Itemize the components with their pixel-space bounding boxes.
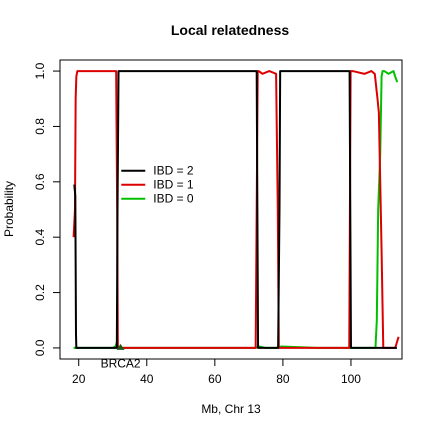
series-line-ibd-2 [73,70,397,349]
gene-annotation-label: BRCA2 [101,356,141,370]
y-tick-label: 0.8 [33,118,47,135]
x-tick-label: 40 [140,372,154,386]
chart-title: Local relatedness [171,22,289,38]
gene-marker [116,343,125,350]
x-axis: 20 40 60 80 100 [72,358,361,386]
legend-label: IBD = 2 [153,164,194,178]
legend-label: IBD = 0 [153,192,194,206]
y-tick-label: 0.6 [33,173,47,190]
annotation-layer: BRCA2 [101,343,141,370]
y-tick-label: 0.4 [33,229,47,246]
x-axis-label: Mb, Chr 13 [201,402,261,416]
y-axis-label: Probability [2,181,16,237]
x-tick-label: 80 [276,372,290,386]
x-tick-label: 60 [208,372,222,386]
y-tick-label: 0.2 [33,284,47,301]
y-axis: 0.0 0.2 0.4 0.6 0.8 1.0 [33,62,61,356]
x-tick-label: 20 [72,372,86,386]
x-tick-label: 100 [341,372,361,386]
legend-label: IBD = 1 [153,178,194,192]
series-layer [72,70,400,349]
y-tick-label: 1.0 [33,62,47,79]
series-line-ibd-1 [72,70,400,349]
y-tick-label: 0.0 [33,339,47,356]
